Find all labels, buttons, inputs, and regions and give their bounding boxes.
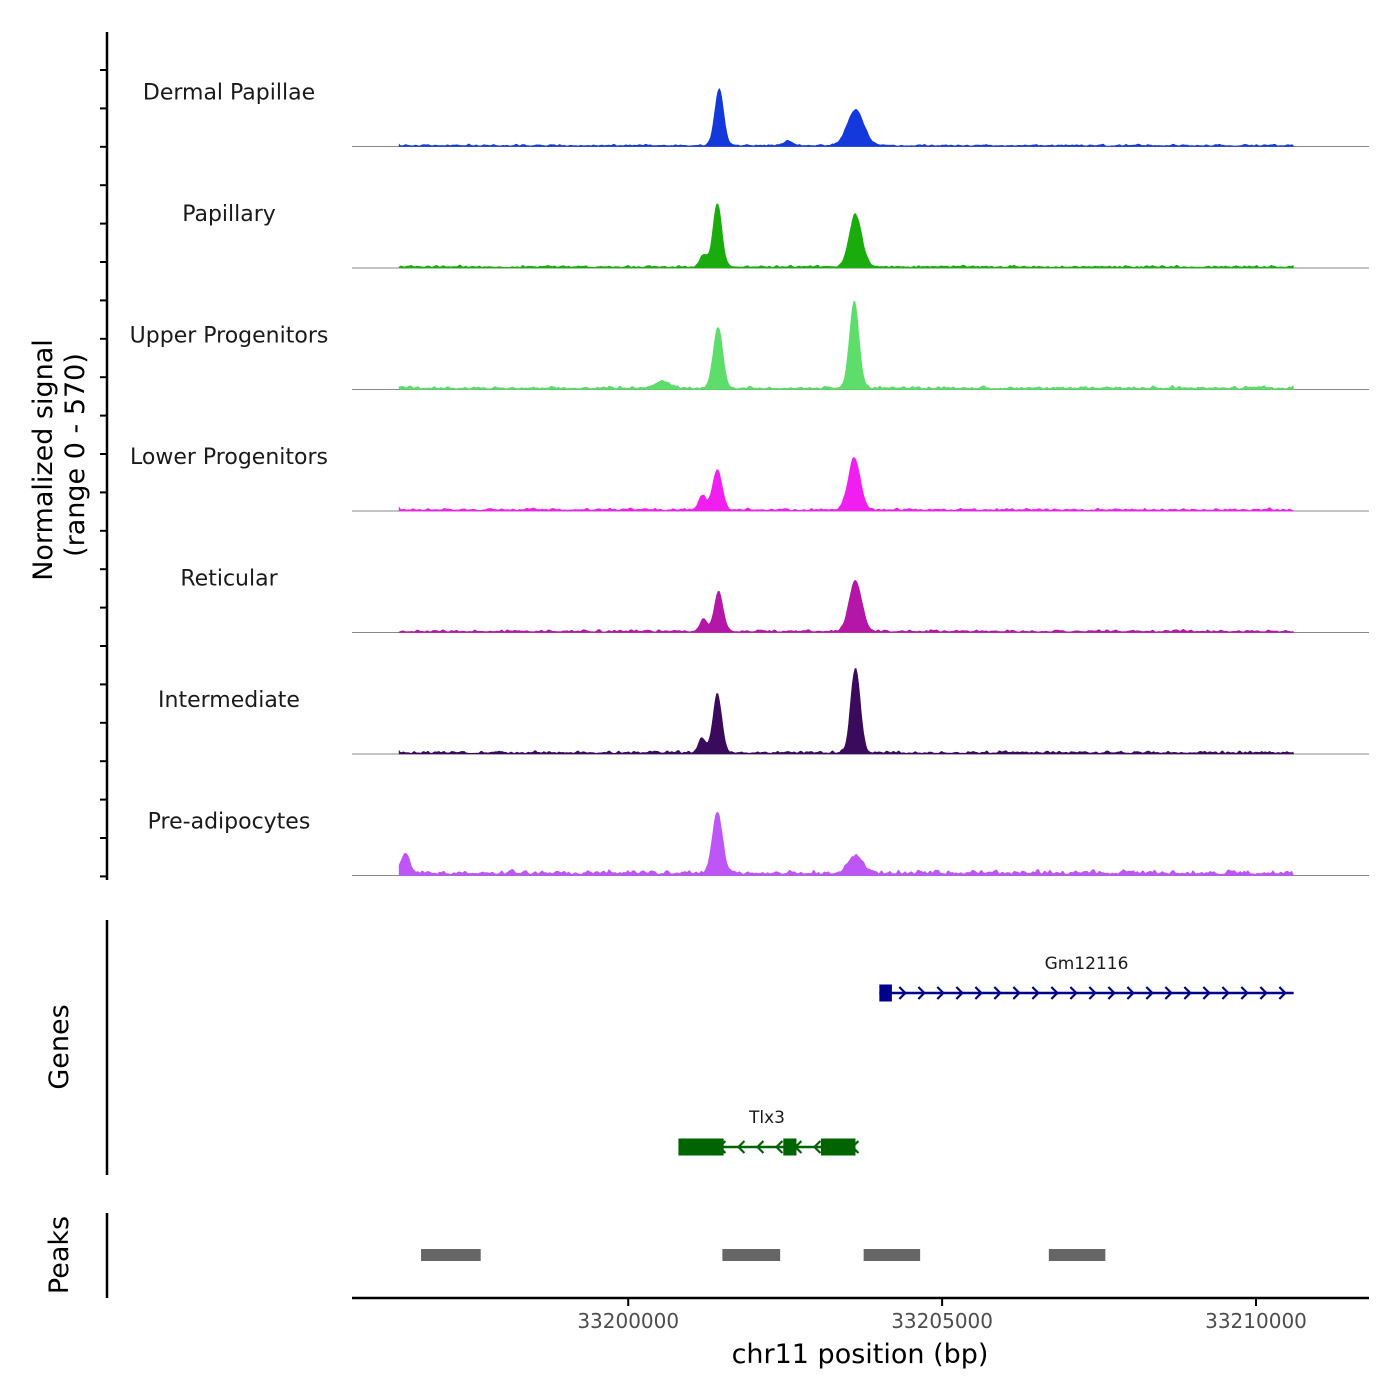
peak-regions — [421, 1249, 1106, 1261]
signal-area — [398, 300, 1295, 390]
signal-area — [398, 668, 1295, 755]
track-papillary: Papillary — [182, 202, 1369, 269]
exon — [783, 1138, 797, 1156]
exon — [879, 984, 892, 1002]
y-axis-title-line1: Normalized signal — [28, 339, 59, 581]
track-label: Pre-adipocytes — [148, 810, 311, 835]
track-upper-progenitors: Upper Progenitors — [130, 300, 1369, 390]
signal-area — [398, 87, 1295, 147]
track-label: Reticular — [180, 567, 278, 592]
strand-arrow — [898, 986, 907, 1000]
strand-arrow — [1164, 986, 1173, 1000]
signal-area — [398, 457, 1295, 512]
x-tick-label: 33210000 — [1205, 1309, 1307, 1333]
strand-arrow — [1050, 986, 1059, 1000]
x-tick-label: 33205000 — [891, 1309, 993, 1333]
track-label: Dermal Papillae — [143, 81, 315, 106]
exon — [820, 1138, 856, 1156]
strand-arrow — [774, 1140, 784, 1154]
strand-arrow — [1031, 986, 1040, 1000]
track-pre-adipocytes: Pre-adipocytes — [148, 810, 1369, 876]
gene-annotations: Gm12116 Tlx3 — [678, 954, 1294, 1156]
gene-label: Tlx3 — [748, 1108, 785, 1128]
strand-arrow — [1240, 986, 1249, 1000]
strand-arrow — [1088, 986, 1097, 1000]
gene-label: Gm12116 — [1045, 954, 1129, 974]
track-label: Intermediate — [158, 688, 300, 713]
track-reticular: Reticular — [180, 567, 1369, 633]
strand-arrow — [1221, 986, 1230, 1000]
y-axis-title-line2: (range 0 - 570) — [60, 353, 91, 557]
track-label: Upper Progenitors — [130, 324, 329, 349]
x-axis-ticks: 33200000 33205000 33210000 — [577, 1298, 1307, 1333]
genes-axis-title: Genes — [44, 1004, 75, 1089]
peak-region — [722, 1249, 781, 1261]
signal-area — [398, 203, 1295, 269]
track-dermal-papillae: Dermal Papillae — [143, 81, 1369, 147]
signal-tracks: Dermal Papillae Papillary Upper Progenitor… — [130, 81, 1369, 876]
strand-arrow — [1069, 986, 1078, 1000]
strand-arrow — [1202, 986, 1211, 1000]
signal-area — [398, 812, 1295, 876]
x-axis-title: chr11 position (bp) — [732, 1339, 989, 1370]
strand-arrow — [917, 986, 926, 1000]
track-label: Lower Progenitors — [130, 445, 328, 470]
track-label: Papillary — [182, 202, 276, 227]
strand-arrow — [993, 986, 1002, 1000]
strand-arrow — [1259, 986, 1268, 1000]
peaks-axis-title: Peaks — [44, 1216, 75, 1294]
strand-arrow — [1012, 986, 1021, 1000]
strand-arrow — [1183, 986, 1192, 1000]
peak-region — [863, 1249, 921, 1261]
strand-arrow — [812, 1140, 822, 1154]
strand-arrow — [1145, 986, 1154, 1000]
gene-gm12116: Gm12116 — [879, 954, 1294, 1002]
strand-arrow — [755, 1140, 765, 1154]
strand-arrow — [974, 986, 983, 1000]
signal-area — [398, 579, 1295, 633]
strand-arrow — [936, 986, 945, 1000]
strand-arrow — [1126, 986, 1135, 1000]
track-lower-progenitors: Lower Progenitors — [130, 445, 1369, 512]
gene-tlx3: Tlx3 — [678, 1108, 860, 1156]
peak-region — [421, 1249, 481, 1261]
x-tick-label: 33200000 — [577, 1309, 679, 1333]
signal-y-ticks — [100, 69, 107, 878]
track-intermediate: Intermediate — [158, 668, 1369, 755]
exon — [678, 1138, 724, 1156]
peak-region — [1048, 1249, 1106, 1261]
strand-arrow — [1107, 986, 1116, 1000]
strand-arrow — [1278, 986, 1287, 1000]
strand-arrow — [955, 986, 964, 1000]
strand-arrow — [736, 1140, 746, 1154]
